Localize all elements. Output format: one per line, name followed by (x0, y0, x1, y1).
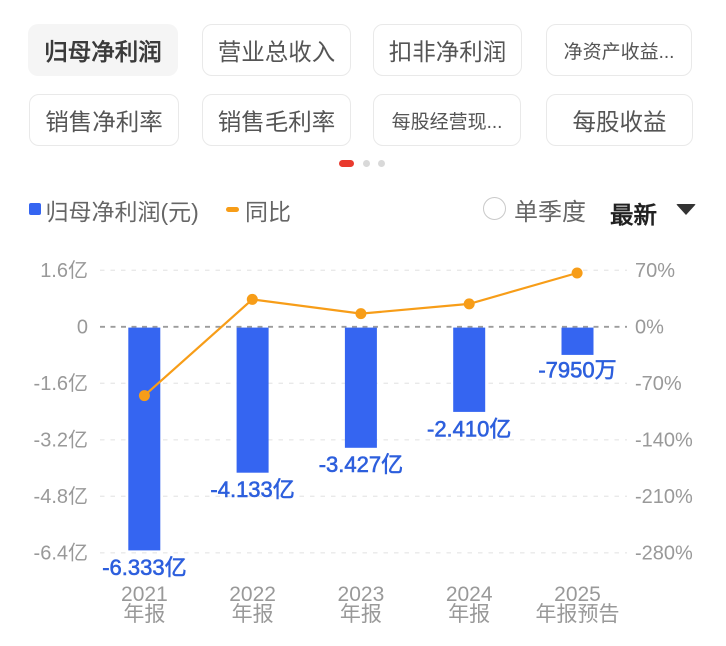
svg-text:-6.4亿: -6.4亿 (34, 542, 88, 565)
svg-text:-3.427亿: -3.427亿 (319, 452, 403, 477)
svg-text:年报预告: 年报预告 (536, 603, 620, 626)
svg-text:-210%: -210% (635, 486, 693, 508)
svg-text:2024: 2024 (446, 583, 493, 606)
svg-text:2023: 2023 (338, 583, 385, 606)
svg-text:0%: 0% (635, 317, 664, 339)
svg-text:2021: 2021 (121, 583, 168, 606)
svg-text:-4.8亿: -4.8亿 (34, 485, 88, 508)
svg-text:年报: 年报 (448, 603, 490, 626)
svg-text:70%: 70% (635, 260, 675, 282)
svg-text:-140%: -140% (635, 430, 693, 452)
svg-text:-4.133亿: -4.133亿 (210, 477, 294, 502)
svg-text:-3.2亿: -3.2亿 (34, 429, 88, 452)
svg-text:年报: 年报 (340, 603, 382, 626)
svg-text:2022: 2022 (229, 583, 276, 606)
svg-text:年报: 年报 (232, 603, 274, 626)
svg-text:-6.333亿: -6.333亿 (102, 555, 186, 580)
svg-text:1.6亿: 1.6亿 (40, 259, 88, 282)
svg-text:0: 0 (77, 317, 88, 339)
svg-text:-2.410亿: -2.410亿 (427, 417, 511, 442)
svg-text:2025: 2025 (554, 583, 601, 606)
svg-text:-70%: -70% (635, 373, 682, 395)
svg-text:-1.6亿: -1.6亿 (34, 372, 88, 395)
svg-text:-280%: -280% (635, 543, 693, 565)
svg-text:-7950万: -7950万 (538, 358, 616, 383)
svg-text:年报: 年报 (123, 603, 165, 626)
